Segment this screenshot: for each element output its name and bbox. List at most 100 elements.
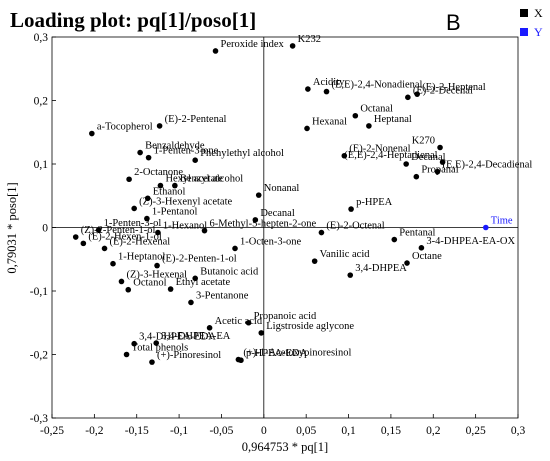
- x-tick-label: 0,05: [296, 425, 316, 437]
- point-label: Peroxide index: [221, 39, 285, 50]
- point-label: Octanol: [133, 278, 166, 289]
- y-tick-label: 0: [42, 223, 48, 235]
- y-axis-label: 0,79031 * poso[1]: [5, 182, 19, 273]
- y-tick-label: -0,2: [30, 350, 48, 362]
- data-point-x: [289, 43, 296, 49]
- data-point-x: [418, 245, 425, 251]
- data-point-x: [156, 123, 163, 129]
- data-point-x: [439, 159, 446, 165]
- point-label: Propanoic acid: [254, 311, 317, 322]
- data-point-x: [366, 123, 372, 129]
- data-point-x: [154, 262, 160, 269]
- point-label: Decanal: [411, 152, 445, 163]
- data-point-x: [172, 182, 178, 189]
- point-label: 1-Hexanol: [163, 221, 207, 232]
- point-label: Phenylethyl alcohol: [200, 148, 284, 159]
- data-point-x: [252, 217, 259, 223]
- point-label: Decanal: [260, 208, 294, 219]
- x-tick-label: -0,2: [85, 425, 103, 437]
- point-label: (E)-2-Heptenal: [422, 82, 486, 93]
- data-point-x: [245, 319, 252, 326]
- data-point-x: [403, 161, 409, 167]
- x-tick-label: -0,25: [40, 425, 64, 437]
- point-label: a-Tocopherol: [97, 122, 153, 133]
- point-label: (Z)-2-Penten-1-ol: [81, 225, 156, 236]
- data-point-x: [89, 130, 95, 137]
- legend: X Y: [520, 6, 543, 39]
- data-point-x: [391, 236, 398, 243]
- point-label: Benzaldehyde: [145, 141, 205, 152]
- data-point-x: [192, 275, 198, 282]
- y-tick-label: 0,2: [34, 96, 49, 108]
- y-tick-label: 0,1: [34, 159, 49, 171]
- data-point-x: [341, 152, 348, 159]
- data-point-x: [232, 245, 238, 252]
- data-point-x: [434, 168, 441, 175]
- data-point-x: [347, 272, 354, 278]
- data-point-x: [131, 205, 137, 212]
- point-label: Benzyl alcohol: [180, 174, 243, 185]
- point-label: Acidity: [313, 77, 345, 88]
- data-point-x: [144, 195, 151, 202]
- point-label: Total phenols: [132, 343, 189, 354]
- data-point-x: [323, 88, 330, 95]
- x-tick-label: -0,1: [170, 425, 188, 437]
- data-point-x: [212, 48, 219, 54]
- data-point-x: [304, 125, 310, 132]
- point-label: K270: [412, 135, 435, 146]
- point-label: Heptanal: [374, 114, 412, 125]
- data-point-x: [126, 176, 132, 183]
- point-label: 3-Pentanone: [196, 290, 249, 301]
- point-label: 1-Penten-3-one: [154, 146, 219, 157]
- point-label: 1-Penten-3-ol: [104, 218, 162, 229]
- data-point-x: [255, 192, 262, 198]
- data-point-x: [188, 299, 194, 306]
- data-point-x: [437, 144, 443, 151]
- point-label: (E,E)-2,4-Heptadienal: [344, 150, 437, 161]
- data-point-x: [157, 182, 164, 189]
- data-point-x: [110, 260, 116, 267]
- x-tick-label: 0: [261, 425, 267, 437]
- point-label: (+)-1-Acetoxypinoresinol: [243, 348, 351, 359]
- data-point-x: [404, 260, 410, 266]
- data-point-x: [258, 330, 265, 336]
- x-tick-label: 0,1: [341, 425, 356, 437]
- data-point-x: [352, 112, 359, 119]
- data-point-y: [483, 224, 489, 231]
- y-tick-label: -0,1: [30, 286, 48, 298]
- point-label: Acetic acid: [215, 316, 263, 327]
- data-point-x: [131, 340, 137, 347]
- point-label: (E)-2-Nonenal: [349, 144, 410, 155]
- point-label: 6-Methyl-5-hepten-2-one: [210, 219, 317, 230]
- x-axis-ticks: -0,25 -0,2 -0,15 -0,1 -0,05 0 0,05 0,1 0,15 0,2 0,…: [40, 414, 525, 437]
- point-label: Butanoic acid: [200, 266, 259, 277]
- data-point-x: [80, 240, 87, 247]
- legend-swatch-x: [520, 9, 528, 17]
- data-point-x: [144, 215, 150, 222]
- data-point-x: [95, 227, 102, 233]
- point-label: Pentanal: [399, 228, 435, 239]
- x-tick-label: 0,3: [511, 425, 526, 437]
- point-label: (E)-2-Hexen-1-ol: [88, 231, 162, 242]
- data-point-x: [118, 278, 125, 285]
- legend-swatch-y: [520, 28, 528, 36]
- point-label: (Z)-3-Hexenyl acetate: [139, 196, 232, 207]
- data-point-x: [155, 229, 161, 236]
- data-point-x: [305, 86, 311, 92]
- data-point-x: [201, 227, 208, 234]
- point-label: Hexyl acetate: [165, 174, 223, 185]
- point-label: (E)-2-Octenal: [326, 221, 384, 232]
- point-label: p-HPEA-EDA: [246, 348, 308, 359]
- point-label: Vanilic acid: [320, 249, 371, 260]
- point-label: 3,4-DHPEA-EA: [161, 331, 231, 342]
- point-label: K232: [298, 34, 321, 45]
- data-point-x: [206, 325, 213, 331]
- point-label: (Z)-3-Hexenal: [126, 269, 187, 280]
- point-label: (E)-2-Penten-1-ol: [162, 254, 237, 265]
- data-points: Peroxide index K232 Acidity(E,E)-2,4-Nonad…: [72, 34, 532, 365]
- point-label: p-HPEA: [356, 197, 393, 208]
- point-label: Hexanal: [312, 116, 347, 127]
- point-label: Propanal: [421, 165, 458, 176]
- point-label: 1-Pentanol: [152, 207, 198, 218]
